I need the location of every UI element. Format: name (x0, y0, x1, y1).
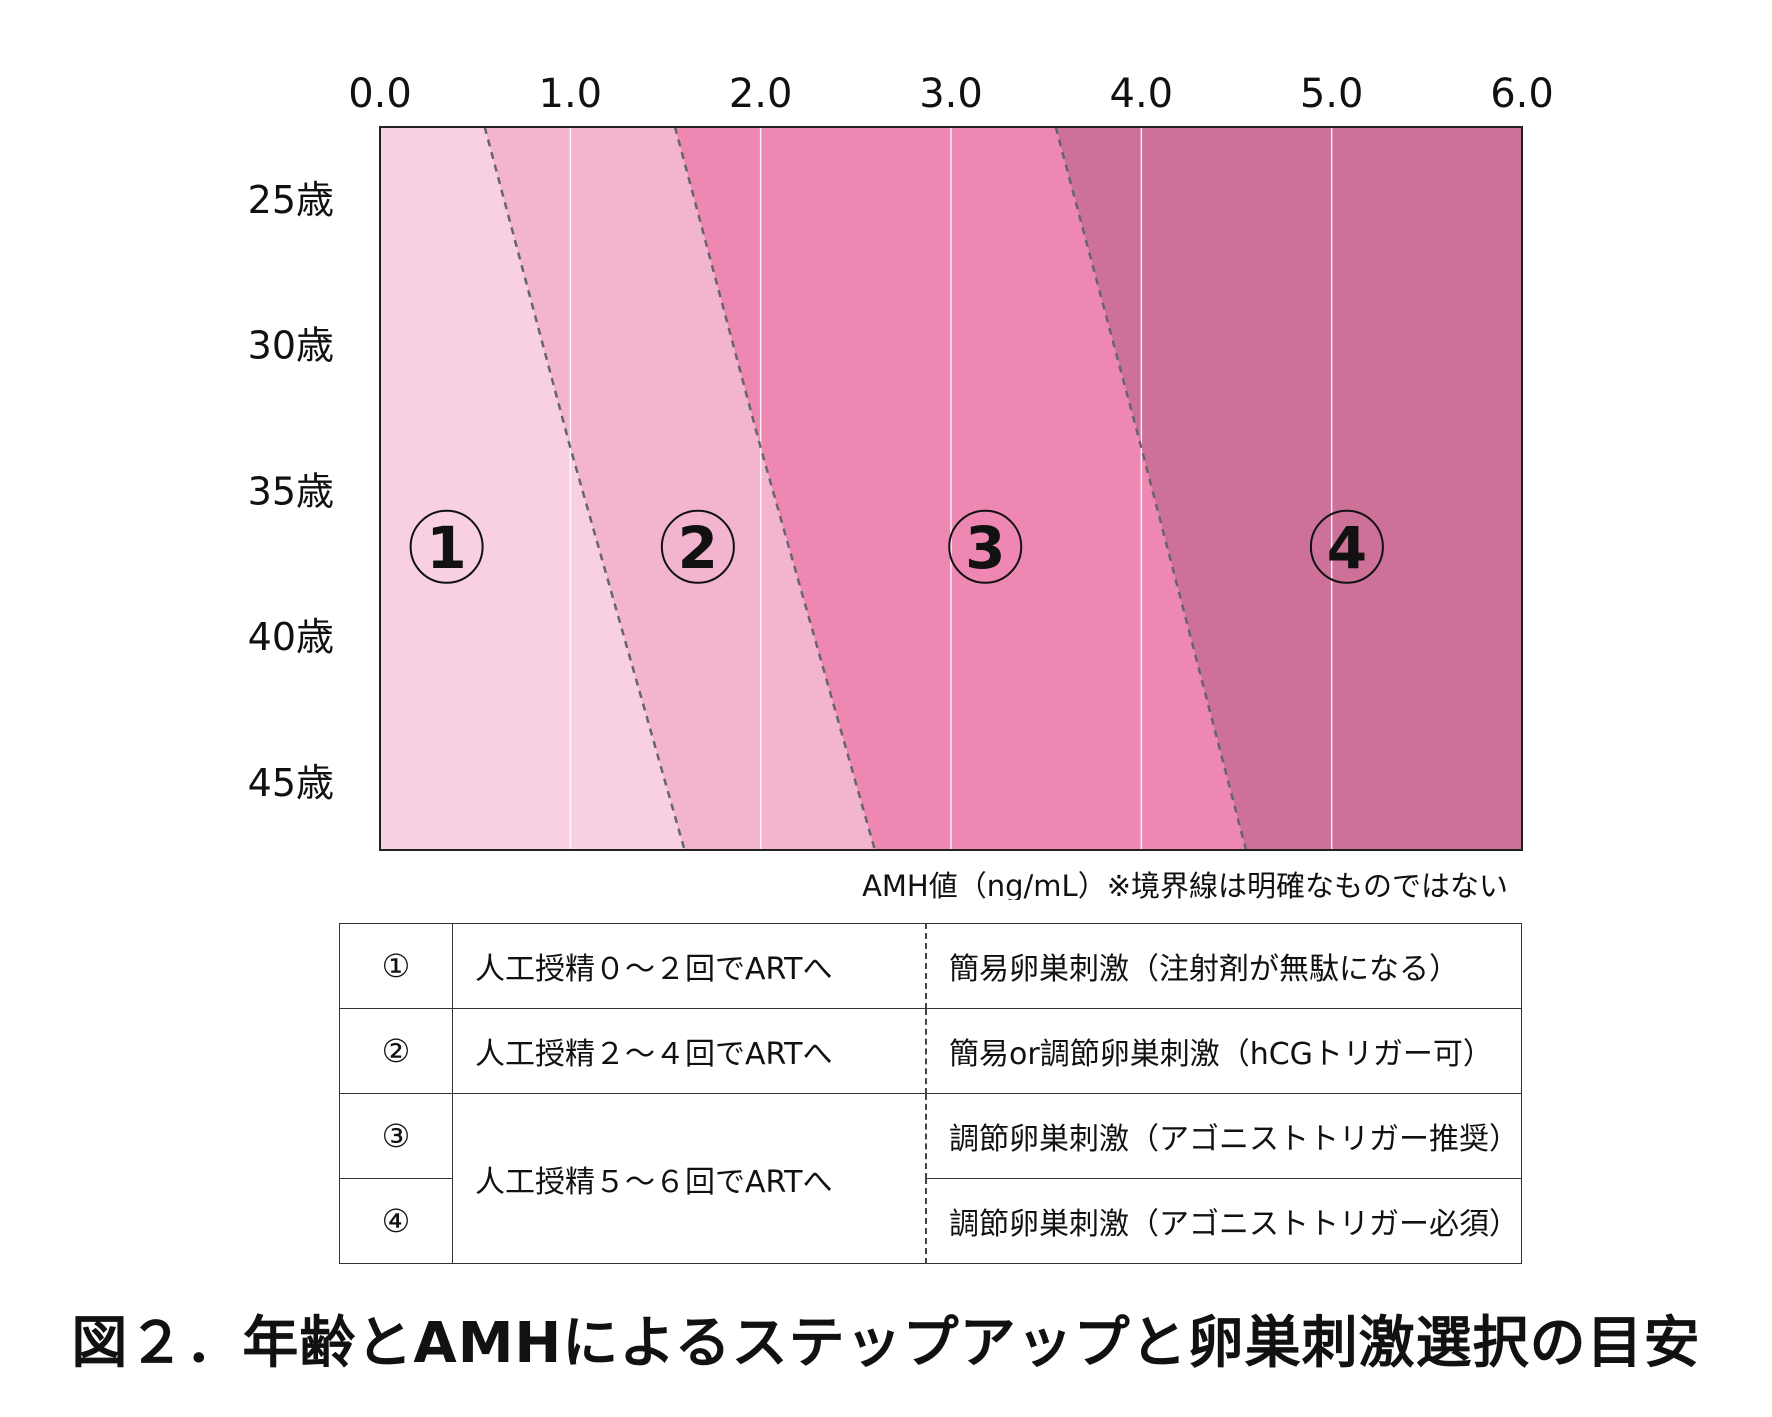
figure-caption: 図２．年齢とAMHによるステップアップと卵巣刺激選択の目安 (71, 1311, 1701, 1376)
zone-boundaries (483, 126, 1248, 851)
row-number: ③ (339, 1093, 453, 1179)
x-axis-ticks: 0.0 1.0 2.0 3.0 4.0 5.0 6.0 (348, 71, 1554, 117)
zone-label-circle (948, 509, 1023, 584)
stimulation-cell: 簡易or調節卵巣刺激（hCGトリガー可） (925, 1008, 1522, 1094)
zone-labels: 1 2 3 4 (409, 509, 1384, 584)
stimulation-cell: 調節卵巣刺激（アゴニストトリガー必須） (925, 1178, 1522, 1264)
y-tick-label: 35歳 (248, 469, 334, 513)
amh-age-chart: 0.0 1.0 2.0 3.0 4.0 5.0 6.0 25歳 30歳 35歳 40歳 45歳 1 2… (248, 71, 1554, 900)
zone-label-circle (660, 509, 735, 584)
table-row: ② 人工授精２〜４回でARTへ 簡易or調節卵巣刺激（hCGトリガー可） (339, 1008, 1522, 1094)
x-tick-label: 5.0 (1300, 71, 1364, 117)
procedure-cell: 人工授精５〜６回でARTへ (452, 1093, 927, 1264)
y-tick-label: 25歳 (248, 178, 334, 222)
table-row: ③ 人工授精５〜６回でARTへ 調節卵巣刺激（アゴニストトリガー推奨） (339, 1093, 1522, 1264)
x-tick-label: 3.0 (919, 71, 983, 117)
zone-boundary-line (673, 126, 877, 851)
axis-note: AMH値（ng/mL）※境界線は明確なものではない (862, 869, 1508, 900)
zone-2-area (484, 127, 875, 850)
zone-label-number: 1 (426, 514, 466, 582)
zone-label-number: 3 (965, 514, 1005, 582)
zone-4-area (1055, 127, 1522, 850)
zone-boundary-line (1054, 126, 1248, 851)
zone-boundary-line (483, 126, 686, 851)
x-tick-label: 0.0 (348, 71, 412, 117)
vertical-gridlines (569, 127, 1333, 850)
stimulation-cell: 簡易卵巣刺激（注射剤が無駄になる） (925, 923, 1522, 1009)
y-tick-label: 30歳 (248, 324, 334, 368)
table-row: ④ 調節卵巣刺激（アゴニストトリガー必須） (339, 1178, 1522, 1264)
procedure-cell: 人工授精２〜４回でARTへ (452, 1008, 927, 1094)
x-tick-label: 1.0 (539, 71, 603, 117)
zone-label-number: 4 (1327, 514, 1367, 582)
row-number: ① (339, 923, 453, 1009)
table-row: ① 人工授精０〜２回でARTへ 簡易卵巣刺激（注射剤が無駄になる） (339, 923, 1522, 1009)
legend-table: ① 人工授精０〜２回でARTへ 簡易卵巣刺激（注射剤が無駄になる） ② 人工授精… (339, 923, 1522, 1264)
row-number: ④ (339, 1178, 453, 1264)
row-number: ② (339, 1008, 453, 1094)
zone-label-circle (1309, 509, 1384, 584)
y-axis-ticks: 25歳 30歳 35歳 40歳 45歳 (248, 178, 334, 805)
x-tick-label: 4.0 (1110, 71, 1174, 117)
stimulation-cell: 調節卵巣刺激（アゴニストトリガー推奨） (925, 1093, 1522, 1179)
procedure-cell: 人工授精０〜２回でARTへ (452, 923, 927, 1009)
zone-label-circle (409, 509, 484, 584)
plot-frame (379, 126, 1523, 851)
x-tick-label: 6.0 (1490, 71, 1554, 117)
y-tick-label: 45歳 (248, 761, 334, 805)
y-tick-label: 40歳 (248, 615, 334, 659)
zone-label-number: 2 (678, 514, 718, 582)
x-tick-label: 2.0 (729, 71, 793, 117)
zone-1-area (380, 127, 685, 850)
